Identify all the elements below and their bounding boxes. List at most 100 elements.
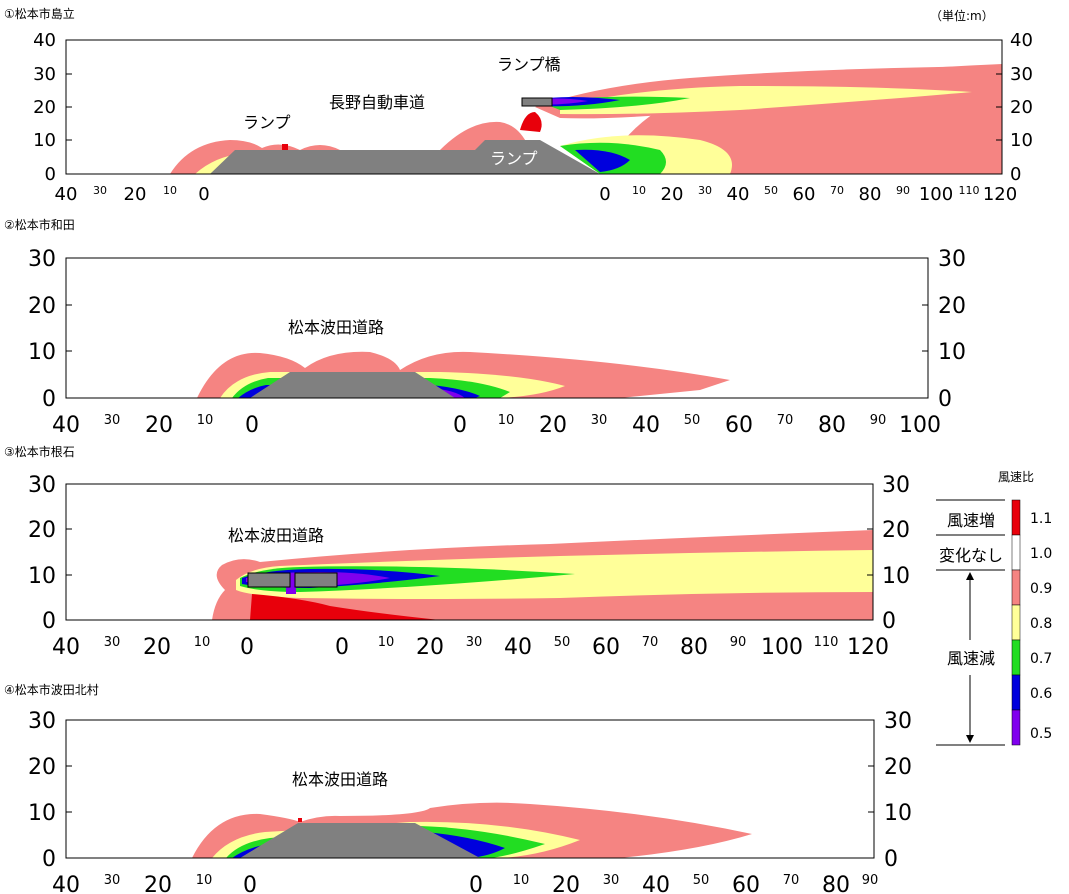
x-tick-label: 120 — [983, 184, 1017, 205]
x-tick-label: 10 — [498, 413, 515, 428]
arrow-down-icon — [966, 735, 974, 743]
x-tick-label: 120 — [847, 635, 889, 660]
y-tick-label: 30 — [884, 709, 912, 734]
y-tick-label: 20 — [33, 97, 56, 118]
y-tick-label: 20 — [28, 755, 56, 780]
plot-frame — [65, 257, 929, 399]
x-tick-label: 20 — [124, 184, 147, 205]
y-axis-left: 0 10 20 30 — [28, 473, 56, 634]
y-tick-label: 10 — [33, 130, 56, 151]
y-tick-label: 10 — [884, 801, 912, 826]
x-tick-label: 20 — [416, 635, 444, 660]
y-tick-label: 10 — [28, 340, 56, 365]
legend-increase-label: 風速増 — [947, 511, 995, 530]
x-tick-label: 100 — [761, 635, 803, 660]
x-tick-label: 70 — [783, 873, 800, 888]
legend-brackets — [936, 499, 1005, 746]
y-tick-label: 0 — [42, 847, 56, 872]
legend-swatch-1.1 — [1011, 499, 1021, 536]
x-tick-label: 80 — [822, 873, 850, 894]
legend-swatch-1.0 — [1011, 534, 1021, 571]
x-tick-label: 40 — [504, 635, 532, 660]
road-deck — [294, 572, 338, 588]
y-tick-label: 10 — [882, 564, 910, 589]
x-tick-label: 40 — [55, 184, 78, 205]
y-tick-label: 30 — [33, 64, 56, 85]
y-tick-label: 30 — [28, 247, 56, 272]
x-tick-label: 40 — [632, 413, 660, 438]
legend-swatch-0.9 — [1011, 569, 1021, 606]
legend: 風速比 1.1 1.0 0.9 0.8 0.7 0.6 0.5 風速増 変化なし… — [936, 470, 1052, 746]
y-axis-right: 0 10 20 30 40 — [1010, 30, 1033, 185]
y-tick-label: 0 — [45, 164, 56, 185]
y-tick-label: 10 — [28, 564, 56, 589]
x-tick-label: 80 — [859, 184, 882, 205]
x-tick-label: 30 — [603, 873, 620, 888]
x-tick-label: 0 — [243, 873, 257, 894]
x-tick-label: 60 — [793, 184, 816, 205]
panel-3-contours — [212, 530, 873, 620]
x-tick-label: 40 — [642, 873, 670, 894]
panel-1: ①松本市島立 — [4, 6, 1033, 205]
plot-frame — [65, 483, 874, 621]
road-deck — [247, 572, 291, 588]
x-tick-label: 80 — [680, 635, 708, 660]
x-tick-label: 0 — [335, 635, 349, 660]
contour-ratio-1.1 — [250, 594, 440, 620]
y-tick-label: 20 — [1010, 97, 1033, 118]
x-tick-label: 40 — [52, 413, 80, 438]
x-tick-label: 30 — [104, 873, 121, 888]
x-tick-label: 70 — [830, 184, 844, 197]
x-tick-label: 70 — [642, 635, 659, 650]
y-tick-label: 0 — [882, 609, 896, 634]
x-axis: 40 30 20 10 0 0 10 20 30 40 50 60 70 80 … — [55, 184, 1018, 205]
panel-2: ②松本市和田 0 10 20 30 0 1 — [4, 217, 966, 438]
x-tick-label: 40 — [52, 873, 80, 894]
plot-frame — [65, 719, 875, 859]
x-tick-label: 20 — [552, 873, 580, 894]
contour-ratio-1.1 — [298, 818, 302, 822]
contour-ratio-0.5 — [286, 584, 296, 594]
x-tick-label: 50 — [554, 635, 571, 650]
y-tick-label: 20 — [28, 518, 56, 543]
legend-swatch-0.7 — [1011, 639, 1021, 676]
x-tick-label: 40 — [727, 184, 750, 205]
x-tick-label: 10 — [197, 413, 214, 428]
x-tick-label: 10 — [194, 635, 211, 650]
road-embankment — [240, 823, 480, 858]
y-tick-label: 0 — [1010, 164, 1021, 185]
x-tick-label: 30 — [591, 413, 608, 428]
plot-ticks — [66, 483, 873, 621]
arrow-up-icon — [966, 572, 974, 580]
y-tick-label: 0 — [42, 387, 56, 412]
y-tick-label: 20 — [884, 755, 912, 780]
x-tick-label: 50 — [764, 184, 778, 197]
annotation-road: 松本波田道路 — [288, 318, 384, 337]
panel-3: ③松本市根石 0 10 20 30 — [4, 444, 910, 660]
y-axis-right: 0 10 20 30 — [884, 709, 912, 872]
panel-1-plot: 0 10 20 30 40 0 10 20 30 40 40 30 20 10 … — [33, 30, 1033, 205]
x-tick-label: 0 — [599, 184, 610, 205]
contour-ratio-1.1 — [520, 112, 542, 132]
x-tick-label: 0 — [198, 184, 209, 205]
annotation-ramp-bridge: ランプ橋 — [497, 55, 561, 74]
legend-no-change-label: 変化なし — [939, 546, 1003, 565]
legend-value: 0.6 — [1030, 686, 1052, 702]
x-tick-label: 30 — [466, 635, 483, 650]
road-embankment — [250, 372, 455, 398]
x-tick-label: 10 — [378, 635, 395, 650]
legend-swatch-0.5 — [1011, 709, 1021, 746]
y-axis-right: 0 10 20 30 — [882, 473, 910, 634]
x-tick-label: 90 — [870, 413, 887, 428]
x-tick-label: 0 — [245, 413, 259, 438]
legend-decrease-label: 風速減 — [947, 649, 995, 668]
legend-value: 0.5 — [1030, 726, 1052, 742]
y-tick-label: 30 — [28, 473, 56, 498]
x-tick-label: 40 — [52, 635, 80, 660]
x-tick-label: 90 — [730, 635, 747, 650]
x-tick-label: 0 — [469, 873, 483, 894]
x-tick-label: 60 — [725, 413, 753, 438]
ramp-bridge-deck — [521, 97, 553, 107]
annotation-ramp-right: ランプ — [490, 149, 538, 168]
